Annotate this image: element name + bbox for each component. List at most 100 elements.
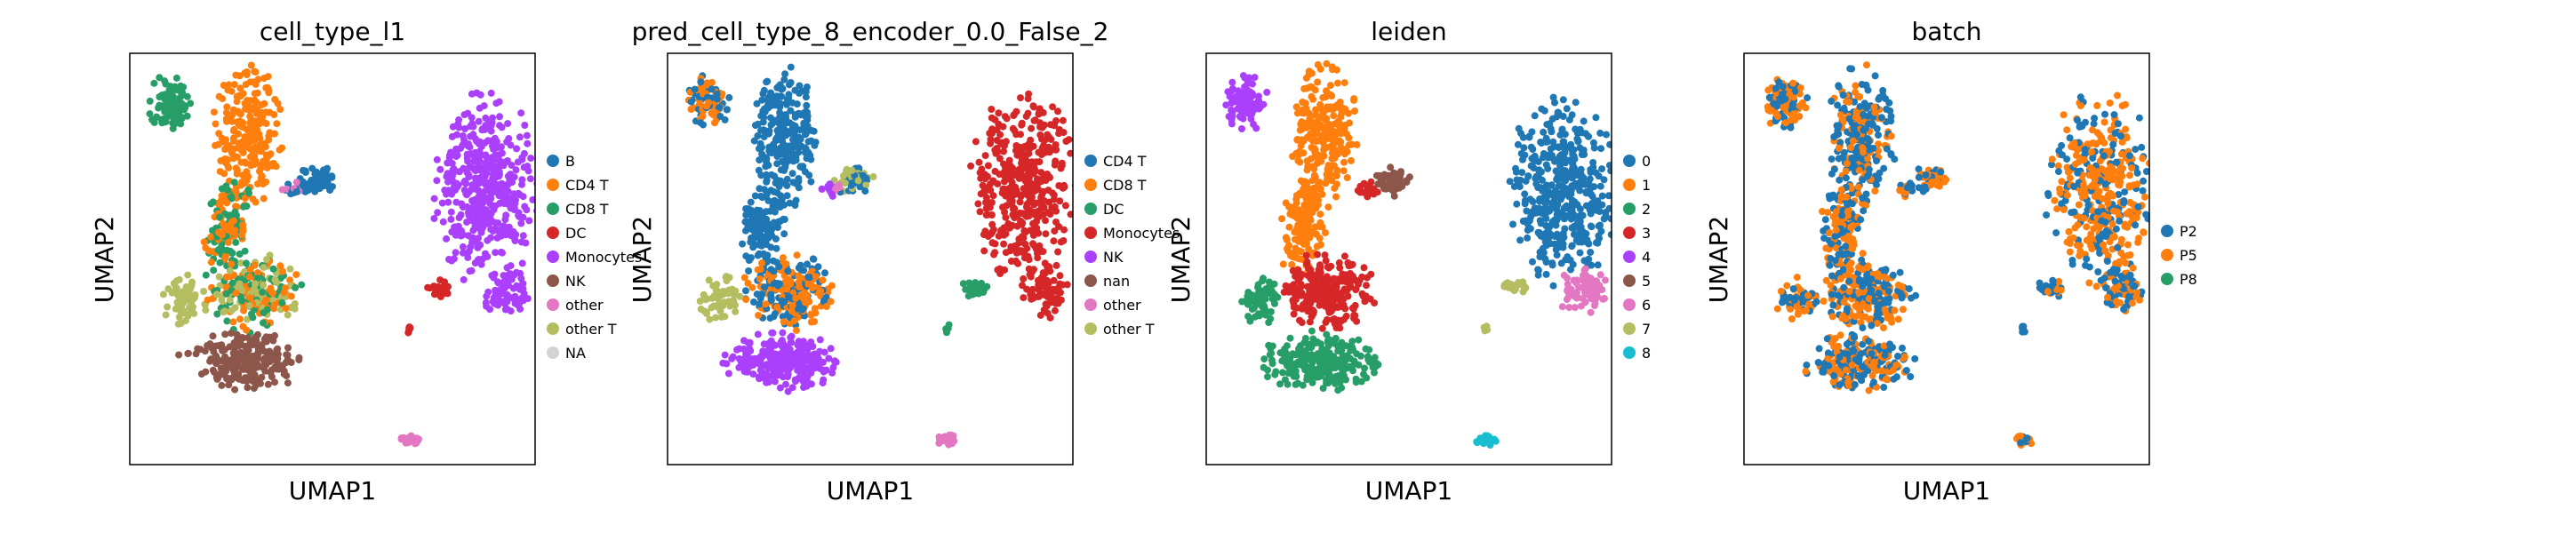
data-point [1531, 152, 1539, 160]
data-point [214, 370, 222, 378]
data-point [1259, 277, 1267, 285]
data-point [1036, 119, 1044, 127]
x-axis-label: UMAP1 [827, 476, 915, 505]
data-point [497, 248, 505, 256]
data-point [713, 281, 721, 289]
data-point [1307, 269, 1315, 276]
data-point [241, 359, 249, 367]
data-point [712, 286, 720, 294]
data-point [491, 134, 499, 142]
data-point [444, 198, 452, 206]
data-point [795, 133, 803, 141]
data-point [1281, 346, 1289, 353]
data-point [1039, 211, 1047, 219]
data-point [796, 360, 804, 368]
data-point [1345, 141, 1353, 149]
data-point [1300, 357, 1308, 365]
data-point [502, 226, 510, 234]
data-point [1316, 219, 1324, 227]
data-point [1294, 266, 1302, 274]
legend-label: 4 [1642, 249, 1651, 266]
data-point [779, 157, 786, 165]
data-point [1529, 258, 1536, 266]
data-point [1576, 205, 1584, 213]
data-point [459, 132, 467, 139]
data-point [279, 267, 286, 275]
data-point [1324, 203, 1332, 211]
data-point [1340, 285, 1348, 293]
data-point [1332, 120, 1340, 128]
data-point [756, 266, 764, 274]
data-point [1054, 284, 1062, 291]
data-point [1330, 105, 1338, 113]
data-point [1562, 256, 1570, 264]
data-point [724, 106, 731, 114]
data-point [763, 208, 770, 216]
data-point [221, 330, 229, 338]
data-point [1552, 167, 1560, 175]
data-point [1534, 228, 1542, 236]
data-point [215, 140, 222, 148]
data-point [1314, 151, 1322, 159]
data-point [764, 233, 772, 241]
data-point [507, 262, 515, 270]
data-point [1023, 174, 1031, 182]
data-point [260, 282, 268, 290]
data-point [1521, 190, 1529, 198]
data-point [1035, 186, 1042, 194]
data-point [171, 86, 179, 94]
data-point [787, 362, 795, 369]
data-point [759, 347, 767, 355]
data-point [464, 253, 472, 261]
data-point [258, 373, 266, 381]
data-point [517, 238, 525, 246]
data-point [1300, 201, 1308, 209]
data-point [1553, 211, 1561, 219]
data-point [982, 211, 990, 219]
data-point [1316, 211, 1324, 219]
data-point [1050, 195, 1058, 203]
data-point [788, 384, 796, 392]
data-point [1580, 272, 1587, 279]
data-point [749, 370, 757, 378]
data-point [174, 320, 182, 328]
data-point [512, 196, 519, 204]
data-point [1000, 160, 1007, 168]
data-point [521, 122, 529, 129]
data-point [261, 143, 269, 151]
data-point [523, 131, 531, 139]
data-point [1302, 207, 1310, 215]
data-point [1308, 196, 1316, 204]
data-point [995, 120, 1003, 128]
data-point [1349, 305, 1357, 313]
data-point [257, 161, 265, 169]
data-point [246, 294, 254, 302]
data-point [278, 298, 286, 306]
data-point [1600, 176, 1608, 184]
data-point [197, 370, 205, 378]
data-point [1325, 370, 1333, 378]
data-point [495, 172, 503, 180]
data-point [788, 302, 796, 310]
data-point [226, 266, 234, 274]
data-point [1521, 151, 1529, 159]
data-point [1046, 211, 1054, 219]
data-point [1332, 193, 1340, 201]
data-point [439, 218, 447, 226]
data-point [1524, 219, 1532, 227]
data-point [226, 296, 234, 304]
data-point [1342, 354, 1350, 362]
data-point [1042, 300, 1050, 308]
data-point [172, 284, 180, 292]
data-point [241, 133, 249, 140]
data-point [218, 185, 226, 193]
data-point [1276, 380, 1284, 388]
data-point [774, 131, 782, 139]
data-point [245, 189, 253, 197]
data-point [184, 349, 192, 357]
data-point [756, 359, 764, 366]
data-point [230, 179, 238, 187]
data-point [500, 191, 508, 199]
data-point [463, 191, 471, 199]
data-point [841, 179, 849, 187]
